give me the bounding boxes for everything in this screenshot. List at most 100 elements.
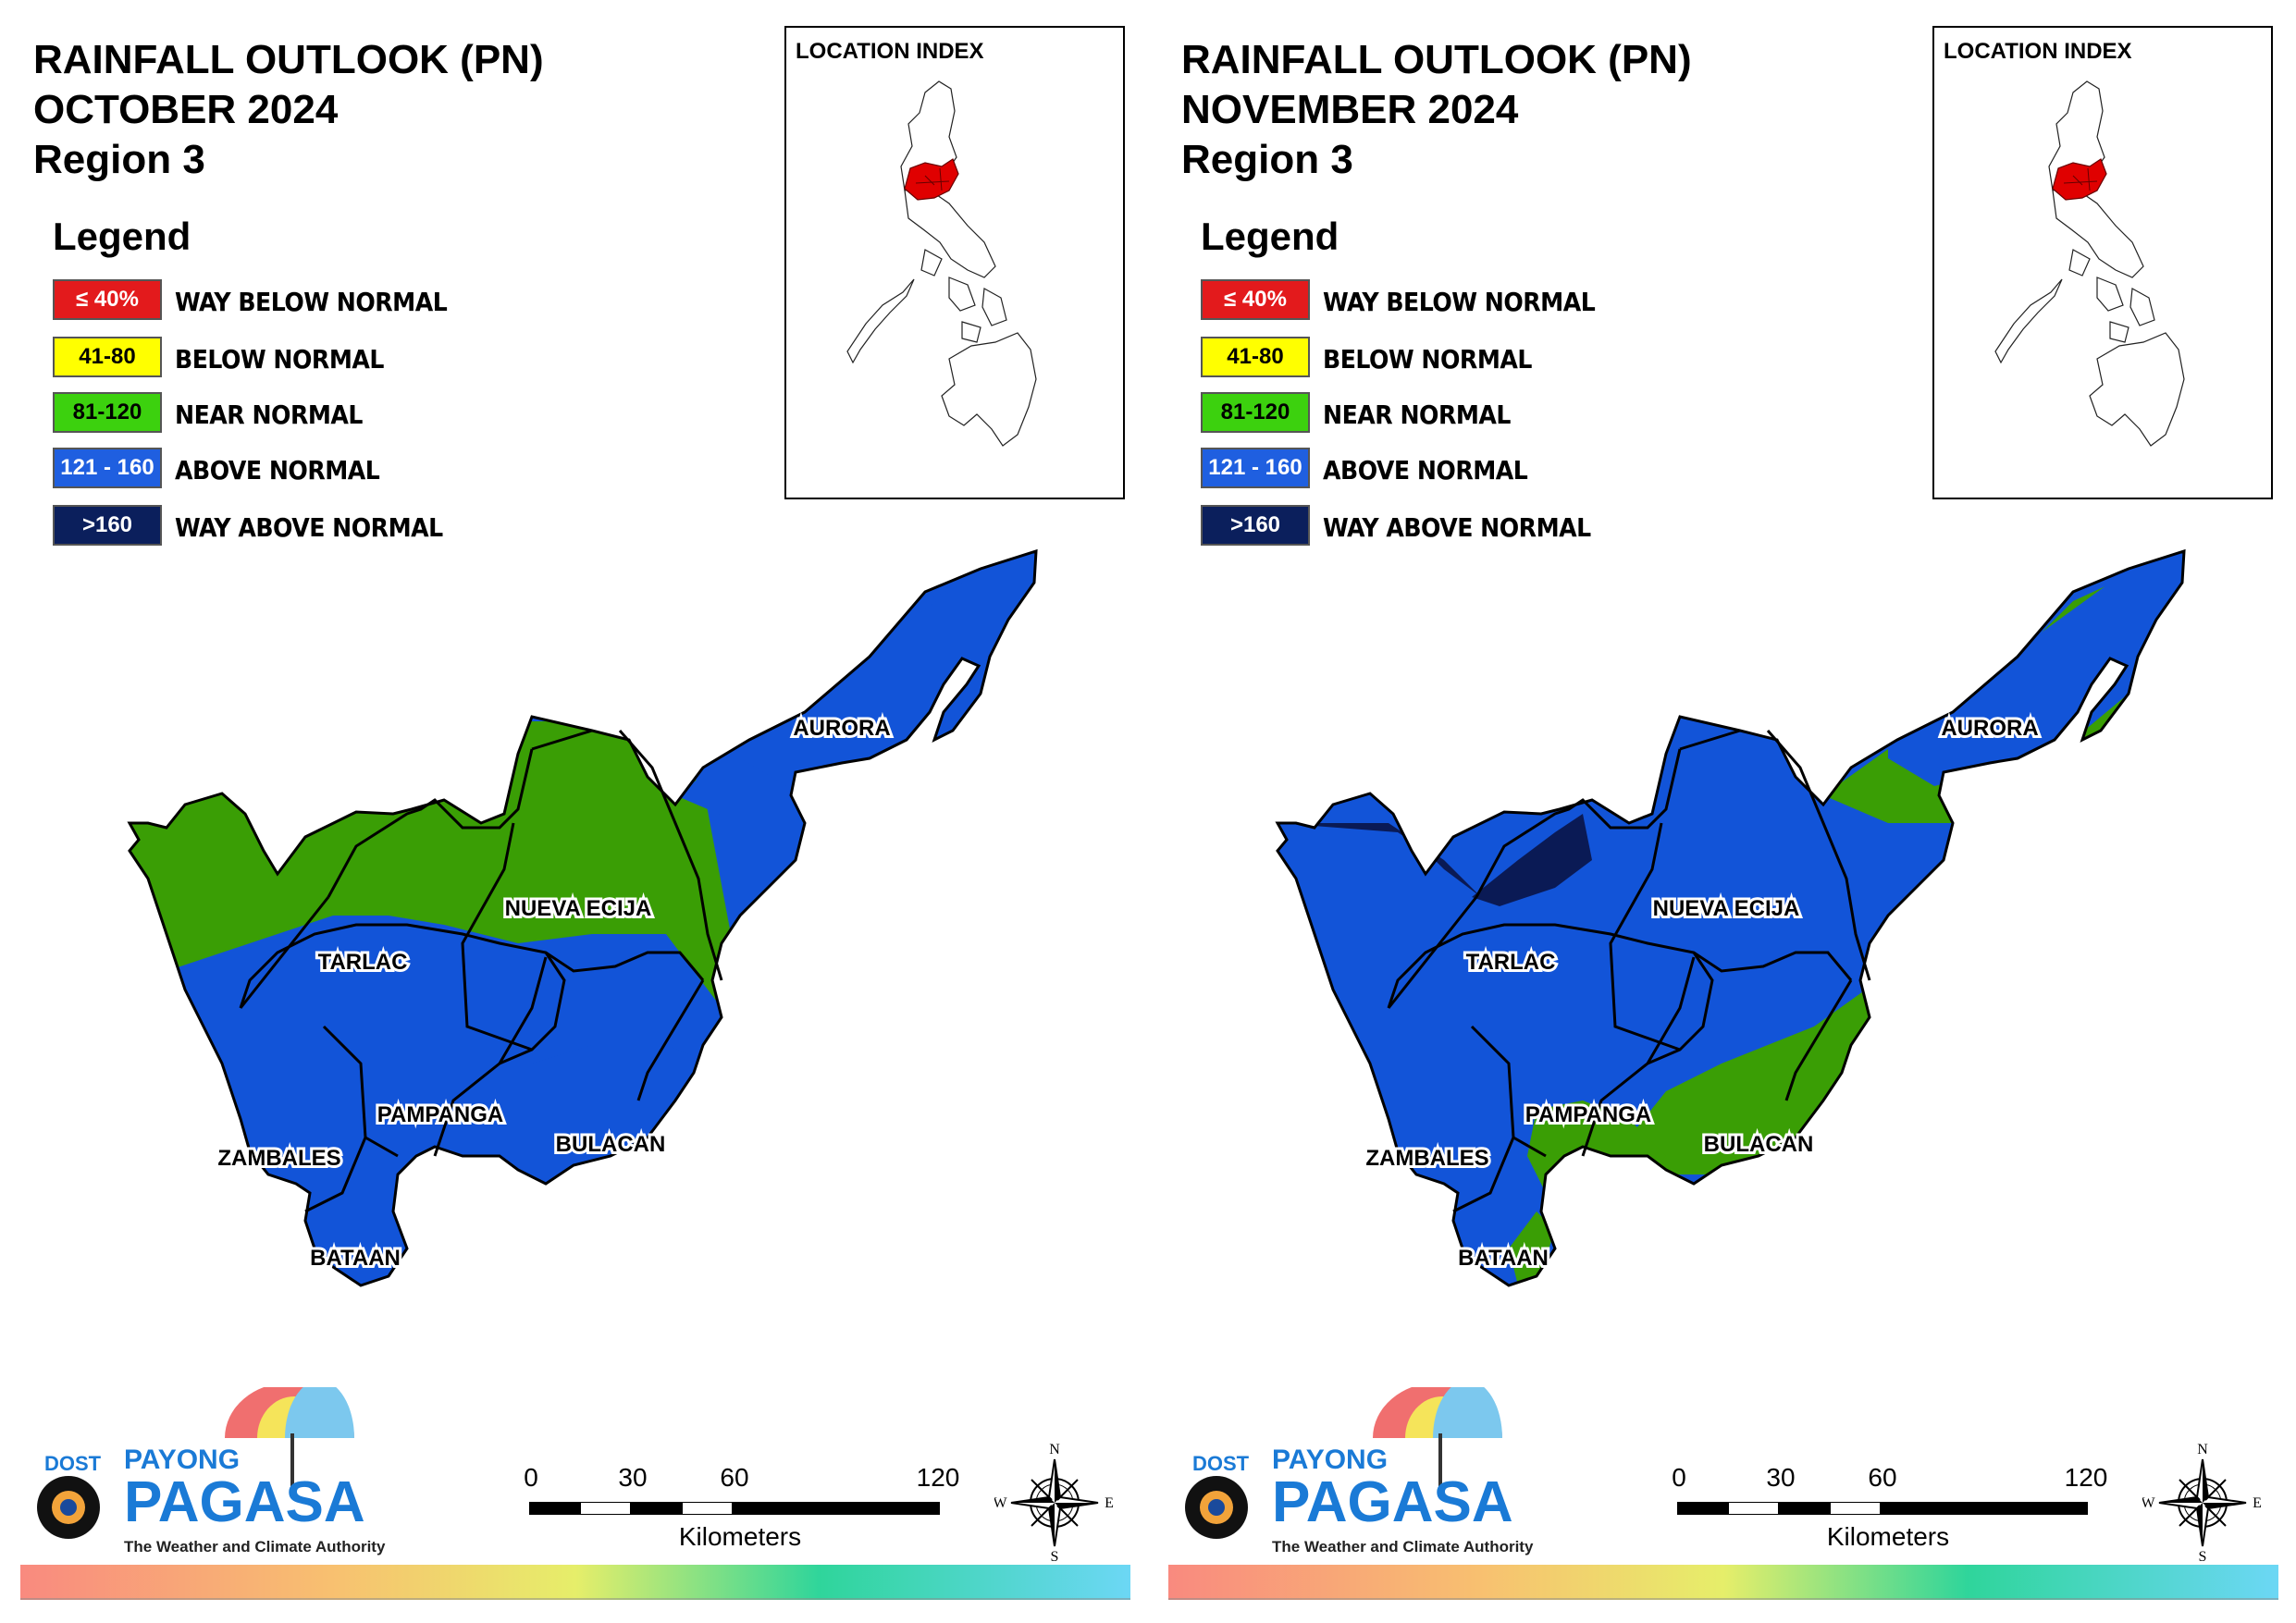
location-index: LOCATION INDEX (1932, 26, 2273, 499)
legend-swatch: 41-80 (1201, 337, 1310, 377)
mindanao-shape (2089, 332, 2185, 447)
legend-swatch: ≤ 40% (1201, 279, 1310, 320)
compass-label-s: S (1051, 1549, 1059, 1563)
province-label-zambales: ZAMBALES (217, 1146, 340, 1171)
scale-tick-label: 60 (1868, 1463, 1897, 1492)
province-label-tarlac: TARLAC (318, 950, 408, 975)
title-month: OCTOBER 2024 (33, 87, 339, 132)
logo-pagasa-text: PAGASA (1272, 1470, 1513, 1534)
province-boundary (1475, 748, 1682, 898)
fill-bataan-strip (1509, 1211, 1555, 1285)
philippines-map (846, 80, 1037, 447)
province-boundary (1766, 730, 1871, 981)
legend-label: BELOW NORMAL (1323, 344, 1532, 375)
province-label-aurora: AURORA (1941, 716, 2038, 741)
region-3-province-lines (2063, 167, 2098, 191)
scale-tick-label: 0 (1672, 1463, 1686, 1492)
outlook-panel-november: RAINFALL OUTLOOK (PN) NOVEMBER 2024 Regi… (1148, 0, 2296, 1623)
title-region: Region 3 (1181, 137, 1353, 182)
title-month: NOVEMBER 2024 (1181, 87, 1519, 132)
location-index-title: LOCATION INDEX (1944, 39, 2132, 64)
region-outline (1275, 548, 2186, 1287)
region-outline (127, 548, 1038, 1287)
province-boundary (1647, 952, 1714, 1065)
region-3-map: AURORA NUEVA ECIJA TARLAC PAMPANGA ZAMBALES B… (127, 548, 1038, 1287)
province-boundary (1387, 923, 1853, 1009)
legend-swatch: 121 - 160 (53, 448, 162, 488)
legend-label: WAY ABOVE NORMAL (175, 512, 443, 543)
legend-label: NEAR NORMAL (175, 400, 363, 430)
province-boundary (1679, 729, 1741, 751)
logo-tagline: The Weather and Climate Authority (124, 1538, 386, 1555)
legend-label: WAY ABOVE NORMAL (1323, 512, 1591, 543)
province-boundary (239, 923, 705, 1009)
compass-label-e: E (1105, 1495, 1114, 1511)
legend-swatch: >160 (1201, 505, 1310, 546)
outlook-panel-october: RAINFALL OUTLOOK (PN) OCTOBER 2024 Regio… (20, 26, 1130, 1600)
visayas-shape (2068, 249, 2155, 343)
location-index-title: LOCATION INDEX (796, 39, 984, 64)
philippines-map (1994, 80, 2185, 447)
province-boundary (1387, 896, 1478, 1009)
scale-bar: 0 30 60 120 Kilometers (1672, 1463, 2107, 1555)
province-boundary (531, 729, 593, 751)
scale-tick-label: 60 (720, 1463, 749, 1492)
scale-bar-graphic (1676, 1501, 2089, 1516)
luzon-south-shape (2052, 186, 2144, 278)
region-3-highlight (904, 158, 959, 201)
region-3-highlight (2052, 158, 2107, 201)
province-label-bulacan: BULACAN (556, 1132, 666, 1157)
payong-pagasa-logo: DOST PAYONG PAGASA The Weather and Climate … (1183, 1380, 1535, 1568)
mindanao-shape (941, 332, 1037, 447)
gradient-fill (1168, 1565, 2278, 1600)
fill-aurora-north (1888, 551, 2184, 786)
map-title: RAINFALL OUTLOOK (PN) OCTOBER 2024 Regio… (33, 35, 544, 185)
province-boundary (499, 952, 566, 1065)
province-label-aurora: AURORA (793, 716, 890, 741)
title-line-1: RAINFALL OUTLOOK (PN) (1181, 37, 1692, 82)
province-boundary (1784, 979, 1853, 1101)
province-label-tarlac: TARLAC (1466, 950, 1556, 975)
legend-swatch: ≤ 40% (53, 279, 162, 320)
scale-bar-graphic (528, 1501, 941, 1516)
north-arrow-icon: N S E W (994, 1443, 1114, 1563)
legend-label: ABOVE NORMAL (1323, 455, 1528, 486)
region-3-map: AURORA NUEVA ECIJA TARLAC PAMPANGA ZAMBALES B… (1275, 548, 2186, 1287)
scale-tick-label: 120 (2064, 1463, 2108, 1492)
scale-tick-label: 30 (618, 1463, 648, 1492)
footer-gradient-bar (20, 1565, 1130, 1600)
legend-swatch: 81-120 (1201, 392, 1310, 433)
province-label-nueva-ecija: NUEVA ECIJA (505, 896, 652, 921)
province-label-zambales: ZAMBALES (1365, 1146, 1488, 1171)
luzon-south-shape (904, 186, 996, 278)
province-boundary (618, 730, 723, 981)
province-boundary (364, 1136, 399, 1158)
footer-gradient-bar (1168, 1565, 2278, 1600)
logo-dost-text: DOST (44, 1452, 102, 1475)
province-boundary (327, 748, 534, 898)
legend-label: WAY BELOW NORMAL (1323, 287, 1596, 317)
compass-label-w: W (994, 1495, 1007, 1511)
compass-label-e: E (2253, 1495, 2262, 1511)
legend-swatch: 121 - 160 (1201, 448, 1310, 488)
province-boundary (239, 896, 330, 1009)
scale-unit-label: Kilometers (678, 1522, 802, 1551)
scale-tick-label: 0 (524, 1463, 538, 1492)
logo-pagasa-text: PAGASA (124, 1470, 365, 1534)
province-label-bulacan: BULACAN (1704, 1132, 1814, 1157)
visayas-shape (920, 249, 1007, 343)
province-boundary (1512, 1136, 1547, 1158)
compass-label-w: W (2142, 1495, 2155, 1511)
fill-aurora-north (740, 551, 1036, 786)
location-index: LOCATION INDEX (784, 26, 1125, 499)
compass-label-n: N (1049, 1443, 1060, 1457)
logo-tagline: The Weather and Climate Authority (1272, 1538, 1534, 1555)
legend-label: ABOVE NORMAL (175, 455, 380, 486)
legend-title: Legend (53, 215, 191, 258)
logo-dost-text: DOST (1192, 1452, 1250, 1475)
scale-bar: 0 30 60 120 Kilometers (524, 1463, 959, 1555)
palawan-shape (1994, 278, 2063, 364)
legend-swatch: 81-120 (53, 392, 162, 433)
province-label-bataan: BATAAN (1458, 1246, 1549, 1271)
